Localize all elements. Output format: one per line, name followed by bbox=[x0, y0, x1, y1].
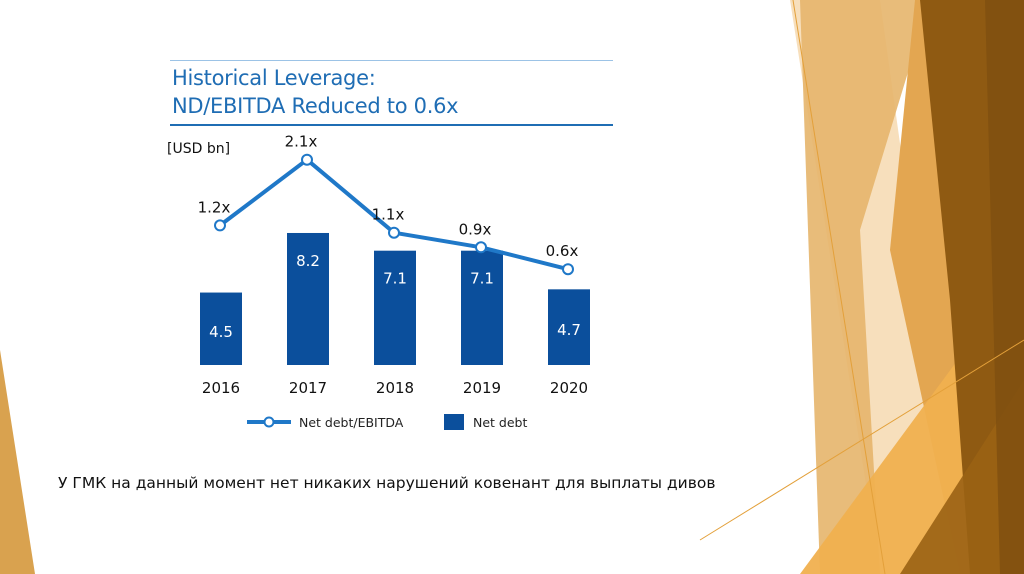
bar-label-2020: 4.7 bbox=[557, 321, 581, 339]
bar-2017 bbox=[287, 232, 329, 365]
line-label-2016: 1.2x bbox=[198, 198, 231, 216]
line-label-2019: 0.9x bbox=[459, 220, 492, 238]
x-tick-2016: 2016 bbox=[202, 379, 240, 397]
bar-2016 bbox=[200, 292, 242, 365]
x-tick-2018: 2018 bbox=[376, 379, 414, 397]
x-tick-2019: 2019 bbox=[463, 379, 501, 397]
line-point-2018 bbox=[388, 226, 400, 239]
bar-label-2018: 7.1 bbox=[383, 270, 407, 288]
line-point-2020 bbox=[562, 263, 574, 276]
title-line-1: Historical Leverage: bbox=[172, 66, 376, 90]
decor-line-diagonal bbox=[699, 339, 1024, 541]
title-line-2: ND/EBITDA Reduced to 0.6x bbox=[172, 94, 459, 118]
x-tick-2020: 2020 bbox=[550, 379, 588, 397]
bar-2020 bbox=[548, 289, 590, 365]
bar-label-2019: 7.1 bbox=[470, 270, 494, 288]
line-label-2020: 0.6x bbox=[546, 242, 579, 260]
line-label-2018: 1.1x bbox=[372, 206, 405, 224]
x-axis-ticks: 2016 2017 2018 2019 2020 bbox=[202, 379, 588, 397]
title-rule-bottom bbox=[170, 124, 613, 126]
chart-title: Historical Leverage: ND/EBITDA Reduced t… bbox=[172, 64, 459, 120]
legend-line-marker bbox=[263, 416, 275, 428]
bar-series-net-debt: 4.5 8.2 7.1 7.1 4.7 bbox=[200, 232, 590, 365]
legend-bar-swatch bbox=[444, 414, 464, 430]
decor-left-triangle bbox=[0, 350, 35, 574]
decor-shape-deep bbox=[985, 0, 1024, 574]
x-tick-2017: 2017 bbox=[289, 379, 327, 397]
unit-label: [USD bn] bbox=[167, 141, 231, 157]
line-label-2017: 2.1x bbox=[285, 133, 318, 151]
line-point-2019 bbox=[475, 241, 487, 254]
chart-legend: Net debt/EBITDA Net debt bbox=[247, 414, 527, 430]
slide-caption: У ГМК на данный момент нет никаких наруш… bbox=[58, 474, 716, 492]
title-rule-top bbox=[170, 60, 613, 61]
line-point-2016 bbox=[214, 219, 226, 232]
legend-label-nd-ebitda: Net debt/EBITDA bbox=[299, 415, 404, 430]
decor-line-vertical bbox=[792, 0, 886, 574]
line-series-nd-ebitda: 1.2x 2.1x 1.1x 0.9x 0.6x bbox=[198, 133, 579, 276]
decor-shape-darker bbox=[900, 380, 1024, 574]
bar-label-2017: 8.2 bbox=[296, 252, 320, 270]
bar-label-2016: 4.5 bbox=[209, 323, 233, 341]
line-point-2017 bbox=[301, 153, 313, 166]
decor-shape-tan bbox=[800, 0, 930, 574]
legend-label-net-debt: Net debt bbox=[473, 415, 527, 430]
bar-2018 bbox=[374, 250, 416, 365]
bar-2019 bbox=[461, 250, 503, 365]
